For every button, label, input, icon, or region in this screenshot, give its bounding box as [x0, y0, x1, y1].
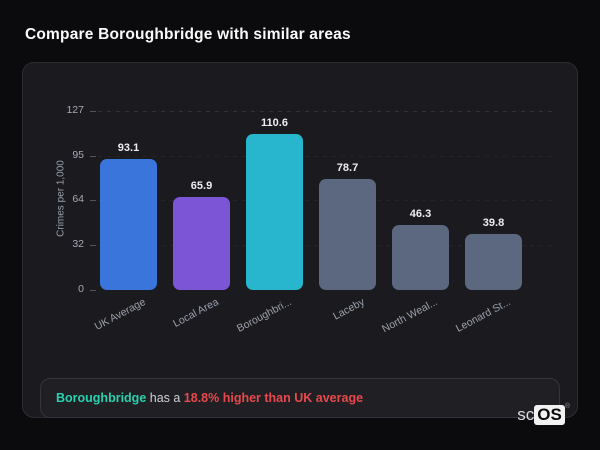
y-tick-95: 95	[72, 149, 84, 162]
y-tick-mark	[90, 111, 96, 112]
note-connector-text: has a	[146, 391, 184, 405]
note-statistic: 18.8% higher than UK average	[183, 391, 364, 405]
bar-leonard-st[interactable]	[465, 233, 522, 290]
y-tick-0: 0	[78, 283, 84, 295]
y-tick-mark	[90, 290, 96, 291]
bar-north-weal[interactable]	[392, 224, 449, 290]
logo-prefix: sc	[517, 405, 535, 424]
gridline-127	[98, 111, 556, 112]
bar-value-local-area: 65.9	[190, 180, 213, 193]
bar-value-boroughbri: 110.6	[261, 117, 288, 130]
bar-value-leonard-st: 39.8	[482, 216, 505, 229]
bar-local-area[interactable]	[173, 197, 230, 290]
logo-suffix-badge: OS	[534, 405, 565, 425]
bar-value-uk-average: 93.1	[117, 141, 140, 154]
y-tick-32: 32	[72, 237, 84, 250]
bar-value-north-weal: 46.3	[409, 207, 432, 220]
bar-uk-average[interactable]	[100, 158, 157, 290]
page-title: Compare Boroughbridge with similar areas	[25, 26, 351, 43]
y-tick-mark	[90, 199, 96, 201]
scos-logo: sc OS ®	[517, 403, 570, 425]
y-tick-mark	[90, 156, 96, 158]
bar-value-laceby: 78.7	[336, 162, 359, 175]
y-tick-64: 64	[72, 192, 84, 205]
gridline-95	[98, 156, 556, 158]
bar-laceby[interactable]	[319, 179, 376, 290]
registered-trademark-icon: ®	[564, 403, 570, 410]
comparison-note: Boroughbridge has a 18.8% higher than UK…	[40, 378, 560, 418]
y-tick-127: 127	[66, 104, 84, 116]
note-area-name: Boroughbridge	[56, 391, 147, 405]
bar-boroughbri[interactable]	[246, 134, 303, 290]
y-tick-mark	[90, 244, 96, 246]
